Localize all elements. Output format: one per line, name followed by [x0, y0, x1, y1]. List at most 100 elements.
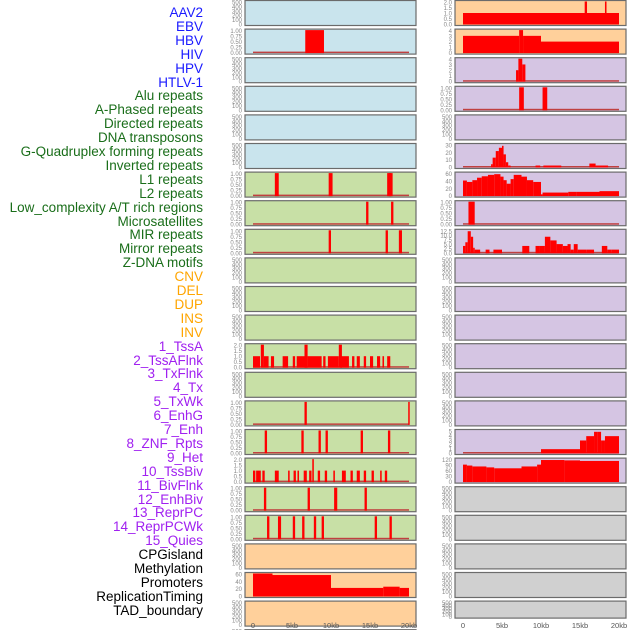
data-bar — [522, 64, 526, 82]
y-tick-label: 400 — [232, 377, 243, 383]
panel-background — [244, 0, 417, 27]
y-tick-label: 1.00 — [230, 172, 242, 178]
data-bar — [542, 192, 569, 197]
track-panel: 0.000.250.500.751.00 — [230, 200, 417, 229]
y-tick-label: 0.75 — [230, 406, 242, 412]
data-bar — [556, 244, 563, 254]
data-bar — [260, 344, 264, 368]
data-bar — [304, 401, 307, 425]
y-tick-label: 0 — [449, 51, 453, 57]
data-bar — [370, 356, 374, 368]
y-tick-label: 30 — [445, 475, 452, 481]
track-label: 13_ReprPC — [132, 505, 203, 521]
y-tick-label: 400 — [442, 320, 453, 326]
data-bar — [573, 244, 578, 254]
y-tick-label: 500 — [232, 144, 243, 150]
track-label: 12_EnhBiv — [137, 491, 203, 507]
y-tick-label: 0.50 — [230, 526, 242, 532]
data-bar — [468, 201, 475, 225]
track-label: DUP — [174, 296, 203, 312]
y-tick-label: 20 — [445, 151, 452, 157]
data-bar — [522, 245, 530, 254]
y-tick-label: 500 — [442, 573, 453, 579]
track-label: EBV — [175, 18, 203, 34]
y-tick-label: 0.0 — [234, 480, 243, 486]
data-bar — [493, 249, 502, 254]
y-tick-label: 0 — [449, 337, 453, 343]
track-label: TAD_boundary — [113, 602, 203, 618]
y-tick-label: 0 — [239, 623, 243, 629]
y-tick-label: 0 — [239, 280, 243, 286]
data-bar — [467, 231, 471, 254]
data-bar — [550, 240, 557, 254]
y-tick-label: 100 — [232, 18, 243, 24]
data-bar — [607, 249, 612, 254]
y-tick-label: 200 — [232, 271, 243, 277]
data-bar — [327, 356, 331, 368]
data-bar — [541, 449, 580, 454]
data-bar — [377, 356, 381, 368]
data-bar — [356, 470, 360, 483]
data-bar — [601, 440, 605, 454]
y-tick-label: 200 — [232, 386, 243, 392]
track-panel: 0.00.51.01.52.0 — [444, 0, 627, 29]
y-tick-label: 60 — [445, 172, 452, 178]
y-tick-label: 200 — [442, 500, 453, 506]
y-tick-label: 200 — [232, 557, 243, 563]
track-label: 6_EnhG — [153, 408, 203, 424]
data-bar — [333, 470, 335, 483]
y-tick-label: 100 — [442, 612, 453, 618]
y-tick-label: 400 — [442, 491, 453, 497]
data-bar — [356, 356, 360, 368]
data-bar — [288, 470, 290, 483]
baseline-bar — [253, 537, 409, 540]
y-tick-label: 1.0 — [234, 355, 243, 361]
track-panel: 0.000.250.500.751.00 — [230, 400, 417, 429]
track-label: AAV2 — [169, 5, 203, 20]
y-tick-label: 200 — [232, 157, 243, 163]
x-tick-label: 15kb — [362, 621, 378, 630]
data-bar — [352, 356, 355, 368]
y-tick-label: 400 — [442, 119, 453, 125]
panel-background — [454, 142, 627, 170]
baseline-bar — [253, 51, 409, 54]
y-tick-label: 0 — [239, 23, 243, 29]
y-tick-label: 400 — [232, 62, 243, 68]
y-tick-label: 1.00 — [230, 515, 242, 521]
y-tick-label: 100 — [442, 361, 453, 367]
data-bar — [302, 516, 305, 540]
track-label: MIR repeats — [129, 227, 203, 243]
track-label: DEL — [176, 283, 203, 298]
panel-background — [454, 486, 627, 513]
y-tick-label: 60 — [445, 469, 452, 475]
y-tick-label: 0 — [449, 194, 453, 200]
y-tick-label: 0.75 — [230, 492, 242, 498]
y-tick-label: 1 — [449, 74, 453, 80]
y-tick-label: 0.5 — [234, 360, 243, 366]
panel-background — [454, 571, 627, 599]
data-bar — [292, 516, 296, 540]
track-label: 14_ReprPCWk — [112, 519, 203, 535]
y-tick-label: 0.75 — [440, 92, 452, 98]
track-label: Directed repeats — [103, 116, 203, 132]
y-tick-label: 10.0 — [440, 234, 452, 240]
y-tick-label: 40 — [445, 179, 452, 185]
data-bar — [334, 487, 338, 511]
data-bar — [383, 586, 400, 597]
track-panel: 0.000.250.500.751.00 — [230, 514, 417, 543]
y-tick-label: 4 — [449, 434, 453, 440]
data-bar — [371, 470, 374, 483]
y-tick-label: 400 — [232, 5, 243, 11]
data-bar — [521, 176, 527, 197]
y-tick-label: 0.00 — [440, 108, 452, 114]
panel-background — [244, 57, 417, 84]
track-label: 2_TssAFlnk — [133, 352, 203, 368]
track-label: 11_BivFlnk — [137, 477, 203, 493]
y-tick-label: 500 — [442, 544, 453, 550]
y-tick-label: 500 — [232, 58, 243, 64]
